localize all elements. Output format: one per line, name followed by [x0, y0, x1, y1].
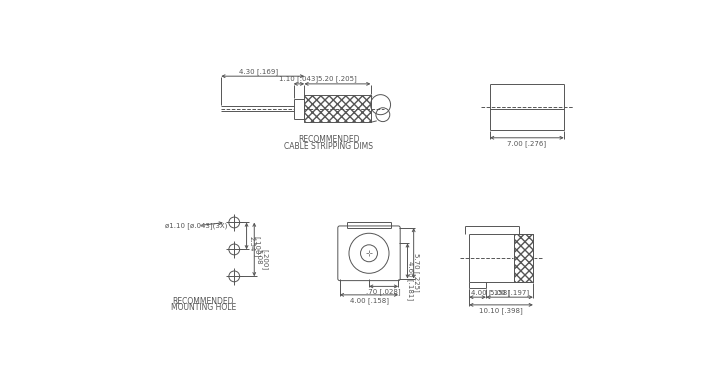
Text: RECOMMENDED: RECOMMENDED	[298, 135, 360, 144]
Text: 10.10 [.398]: 10.10 [.398]	[480, 307, 523, 314]
Text: RECOMMENDED: RECOMMENDED	[173, 297, 234, 306]
Text: 5.20 [.205]: 5.20 [.205]	[318, 75, 357, 83]
Text: .70 [.028]: .70 [.028]	[366, 289, 401, 296]
Text: [.100]: [.100]	[253, 236, 260, 257]
Text: 4.00 [.158]: 4.00 [.158]	[349, 297, 389, 304]
Text: 5.08: 5.08	[256, 249, 262, 265]
Text: 2.54: 2.54	[248, 236, 254, 251]
Text: 4.00 [.158]: 4.00 [.158]	[472, 289, 510, 296]
Text: 5.70 [.225]: 5.70 [.225]	[413, 253, 420, 292]
Text: 4.60 [.181]: 4.60 [.181]	[408, 261, 414, 300]
Text: MOUNTING HOLE: MOUNTING HOLE	[171, 303, 236, 312]
Text: 5.00 [.197]: 5.00 [.197]	[490, 289, 529, 296]
Text: 7.00 [.276]: 7.00 [.276]	[508, 140, 546, 147]
Text: ø1.10 [ø.043](3X): ø1.10 [ø.043](3X)	[165, 222, 228, 229]
Text: CABLE STRIPPING DIMS: CABLE STRIPPING DIMS	[284, 142, 374, 151]
Text: 4.30 [.169]: 4.30 [.169]	[239, 68, 279, 75]
Text: [.200]: [.200]	[261, 249, 268, 271]
Text: 1.10 [.043]: 1.10 [.043]	[279, 75, 318, 83]
